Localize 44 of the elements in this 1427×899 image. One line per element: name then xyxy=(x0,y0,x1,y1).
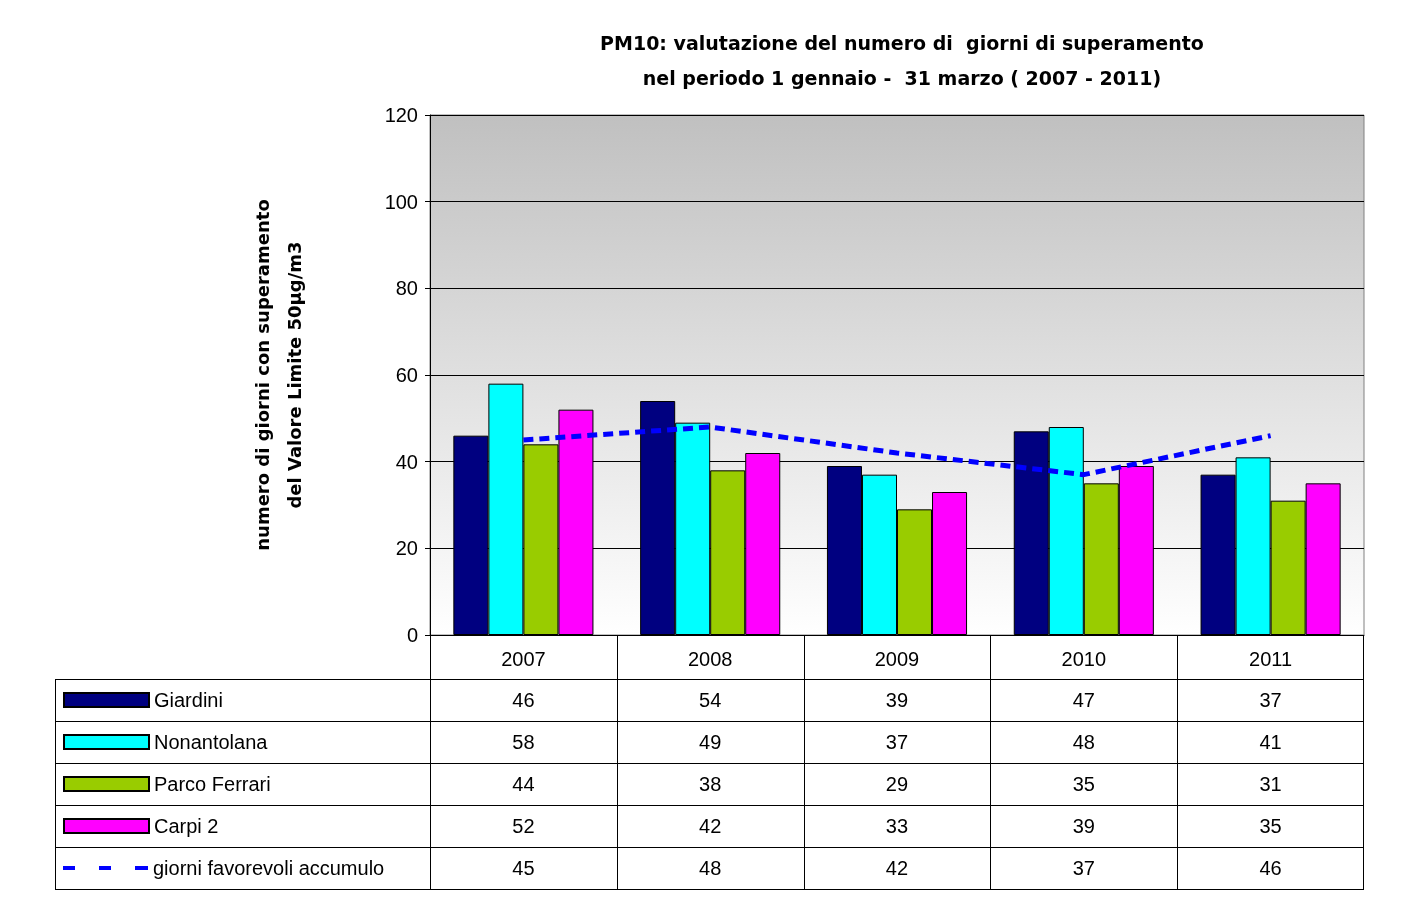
x-tick-label: 2007 xyxy=(501,648,546,670)
legend-label: Parco Ferrari xyxy=(154,773,271,795)
y-tick-label: 20 xyxy=(395,537,418,560)
y-tick-label: 120 xyxy=(384,104,418,126)
y-axis-title: numero di giorni con superamento del Valore Limite 50µg/m3 xyxy=(251,199,305,551)
y-tick-label: 60 xyxy=(395,364,418,386)
data-label: 42 xyxy=(884,856,910,881)
data-label: 52 xyxy=(511,814,536,839)
legend-label: giorni favorevoli accumulo xyxy=(153,857,385,879)
data-label: 46 xyxy=(511,688,536,713)
data-label: 46 xyxy=(1258,856,1283,881)
legend-label: Nonantolana xyxy=(154,731,269,753)
data-label: 42 xyxy=(698,814,723,839)
legend-label: Giardini xyxy=(154,689,223,711)
data-label: 54 xyxy=(698,688,723,713)
data-label: 38 xyxy=(698,772,723,797)
data-label: 35 xyxy=(1071,772,1096,797)
data-label: 37 xyxy=(1071,856,1096,881)
data-label: 49 xyxy=(698,730,723,755)
y-tick-label: 40 xyxy=(395,450,418,473)
x-tick-label: 2009 xyxy=(874,648,920,670)
y-tick-label: 80 xyxy=(395,277,418,300)
legend-label: Carpi 2 xyxy=(154,815,219,837)
data-label: 48 xyxy=(1071,730,1096,755)
data-label: 39 xyxy=(1071,814,1096,839)
data-label: 48 xyxy=(698,856,723,881)
data-label: 37 xyxy=(1258,688,1283,713)
x-tick-label: 2008 xyxy=(687,648,733,670)
data-label: 44 xyxy=(511,772,536,797)
data-label: 47 xyxy=(1071,688,1096,713)
y-tick-label: 100 xyxy=(384,190,418,213)
data-label: 37 xyxy=(884,730,910,755)
data-label: 33 xyxy=(884,814,910,839)
y-tick-label: 0 xyxy=(406,624,418,646)
x-tick-label: 2011 xyxy=(1249,648,1293,670)
data-label: 39 xyxy=(884,688,910,713)
data-label: 45 xyxy=(511,856,536,881)
chart-title: PM10: valutazione del numero di giorni di superamento nel periodo 1 gennaio - 31 marzo ( 2007 - 2011) xyxy=(600,31,1204,89)
data-label: 29 xyxy=(884,772,910,797)
data-label: 35 xyxy=(1258,814,1283,839)
data-label: 58 xyxy=(511,730,536,755)
data-label: 41 xyxy=(1258,730,1283,755)
x-tick-label: 2010 xyxy=(1061,648,1107,670)
data-label: 31 xyxy=(1258,772,1283,797)
